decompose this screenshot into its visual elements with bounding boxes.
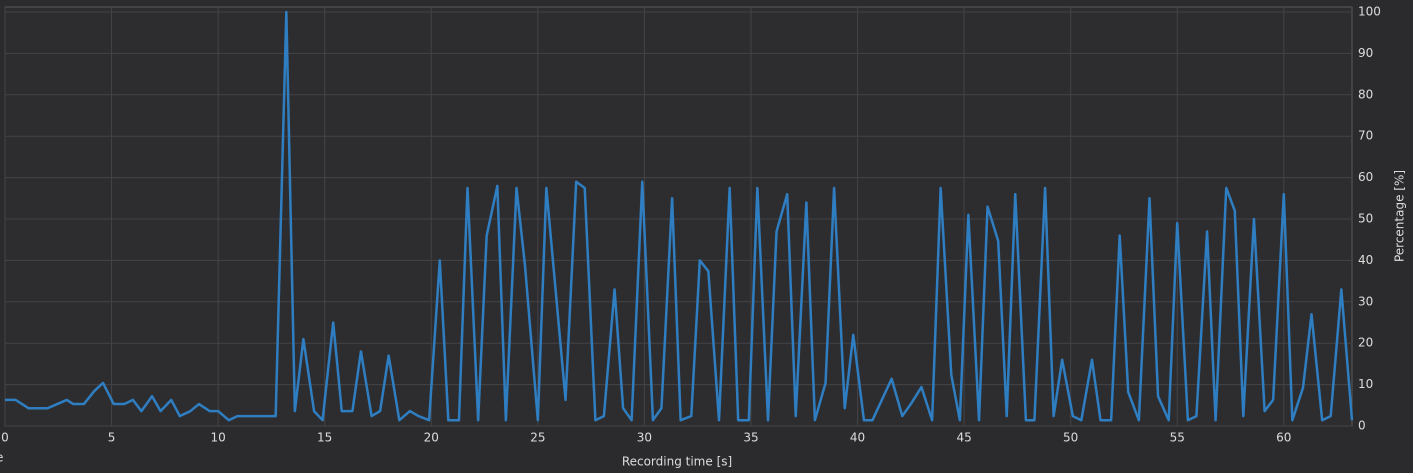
x-axis-label: Recording time [s] xyxy=(622,455,732,469)
y-tick-label: 40 xyxy=(1358,253,1373,267)
x-tick-label: 40 xyxy=(850,431,865,445)
y-axis-label: Percentage [%] xyxy=(1393,170,1407,262)
y-tick-label: 30 xyxy=(1358,294,1373,308)
x-tick-label: 30 xyxy=(637,431,652,445)
x-tick-label: 10 xyxy=(210,431,225,445)
x-tick-label: 45 xyxy=(956,431,971,445)
x-tick-label: 5 xyxy=(108,431,116,445)
y-tick-label: 0 xyxy=(1358,419,1366,433)
y-tick-label: 50 xyxy=(1358,212,1373,226)
y-tick-label: 60 xyxy=(1358,170,1373,184)
data-line xyxy=(5,10,1354,422)
x-tick-label: 25 xyxy=(530,431,545,445)
y-tick-label: 10 xyxy=(1358,377,1373,391)
x-tick-label: 15 xyxy=(317,431,332,445)
y-tick-label: 70 xyxy=(1358,129,1373,143)
x-tick-label: 50 xyxy=(1063,431,1078,445)
y-tick-label: 90 xyxy=(1358,46,1373,60)
clipped-label: e xyxy=(0,451,3,465)
y-tick-label: 80 xyxy=(1358,87,1373,101)
x-tick-label: 20 xyxy=(424,431,439,445)
y-tick-label: 100 xyxy=(1358,5,1381,19)
x-tick-label: 60 xyxy=(1276,431,1291,445)
y-tick-label: 20 xyxy=(1358,336,1373,350)
x-tick-label: 0 xyxy=(1,431,9,445)
x-tick-label: 35 xyxy=(743,431,758,445)
x-tick-label: 55 xyxy=(1170,431,1185,445)
